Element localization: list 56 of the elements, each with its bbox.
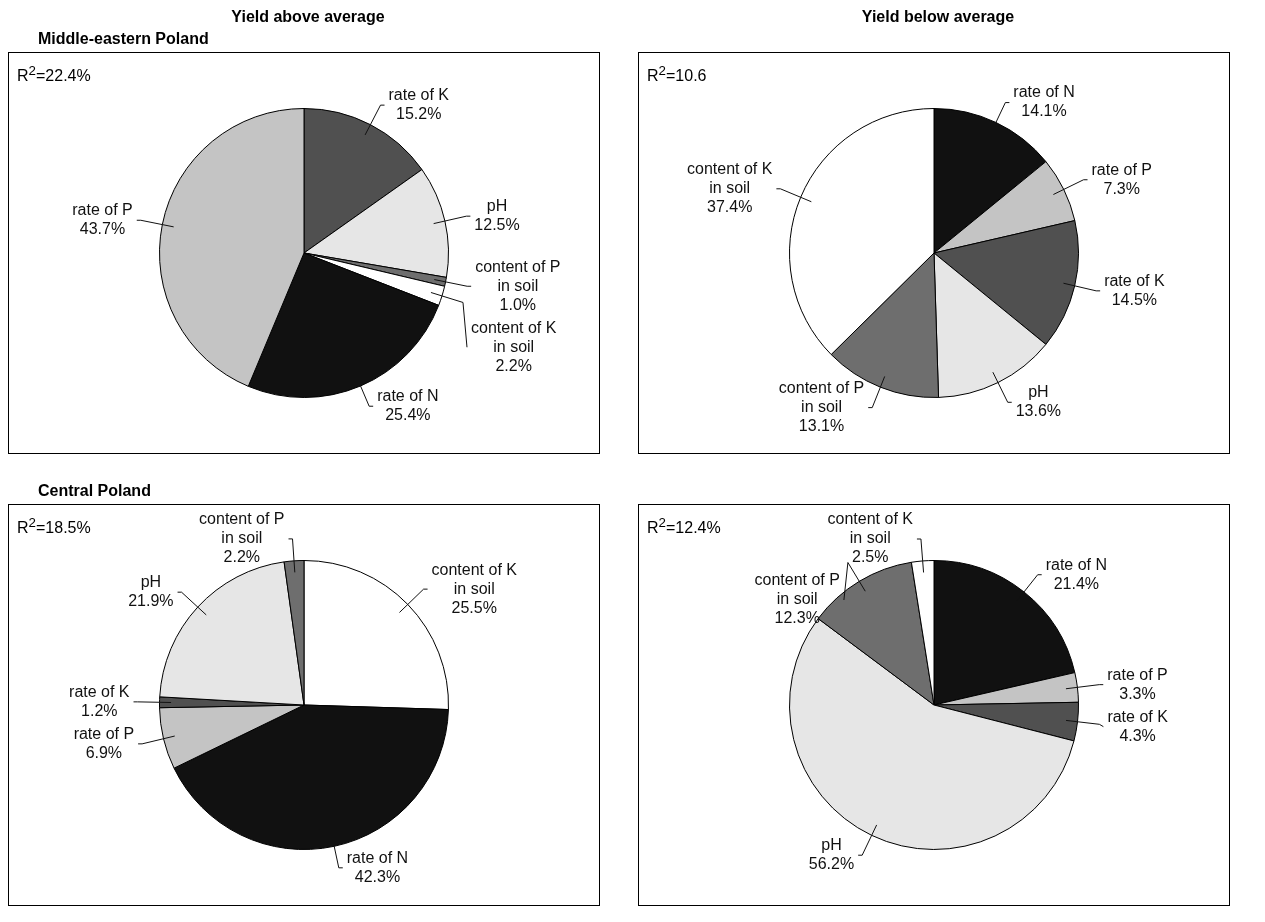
data-label: 1.2%	[81, 701, 118, 719]
data-label: 15.2%	[396, 105, 442, 123]
data-label: 2.2%	[495, 356, 532, 374]
data-label: 1.0%	[499, 295, 537, 313]
slice-label: rate of P	[72, 201, 133, 219]
slice-label: rate of P	[1091, 160, 1152, 178]
data-label: 7.3%	[1103, 179, 1140, 197]
text: R$^{2}$=10.6	[647, 63, 707, 86]
slice-label: rate of K	[388, 86, 450, 104]
slice-label: rate of K	[1107, 707, 1169, 725]
slice-label: rate of P	[73, 724, 135, 742]
text: R$^{2}$=22.4%	[17, 63, 91, 86]
data-label: 43.7%	[79, 220, 126, 238]
slice-label: rate of N	[1045, 555, 1108, 573]
slice-label: rate of N	[346, 848, 409, 866]
data-label: 14.1%	[1021, 102, 1067, 120]
slice-label: rate of N	[377, 387, 439, 405]
data-label: 2.2%	[223, 548, 261, 566]
slice-label: rate of N	[1013, 83, 1075, 101]
chart-title: Yield below average	[860, 8, 1016, 27]
data-label: 6.9%	[85, 743, 123, 761]
data-label: 12.3%	[774, 609, 820, 627]
data-label: 3.3%	[1119, 684, 1156, 702]
data-label: 13.6%	[1015, 402, 1062, 420]
data-label: 14.5%	[1111, 290, 1158, 308]
slice-label: pH	[821, 836, 842, 854]
text: R$^{2}$=18.5%	[17, 515, 91, 538]
data-label: 25.5%	[451, 598, 497, 616]
chart-subtitle: Middle-eastern Poland	[37, 30, 210, 49]
data-label: 12.5%	[474, 216, 520, 234]
slice-label: content of P in soil	[778, 379, 865, 416]
slice-label: content of P in soil	[754, 571, 840, 608]
data-label: 13.1%	[798, 417, 845, 435]
slice-label: rate of K	[1104, 271, 1165, 289]
slice-label: content of K in soil	[470, 318, 557, 355]
slice-label: pH	[486, 197, 508, 215]
data-label: 21.4%	[1053, 574, 1100, 592]
slice-label: content of P in soil	[475, 257, 561, 294]
text: R$^{2}$=12.4%	[647, 515, 721, 538]
chart-title: Yield above average	[230, 8, 386, 27]
data-label: 2.5%	[852, 548, 889, 566]
slice-label: content of K in soil	[827, 510, 914, 547]
data-label: 21.9%	[128, 592, 174, 610]
chart-subtitle: Central Poland	[37, 482, 152, 501]
slice-label: pH	[1028, 383, 1049, 401]
data-label: 37.4%	[706, 198, 753, 216]
slice-label: rate of P	[1107, 665, 1168, 683]
slice-label: content of K in soil	[431, 560, 518, 597]
data-label: 25.4%	[385, 406, 431, 424]
data-label: 56.2%	[808, 855, 855, 873]
slice-label: content of K in soil	[686, 160, 773, 197]
slice-label: pH	[140, 573, 162, 591]
data-label: 4.3%	[1119, 726, 1156, 744]
slice-label: content of P in soil	[199, 510, 285, 547]
data-label: 42.3%	[354, 867, 401, 885]
slice-label: rate of K	[69, 682, 130, 700]
